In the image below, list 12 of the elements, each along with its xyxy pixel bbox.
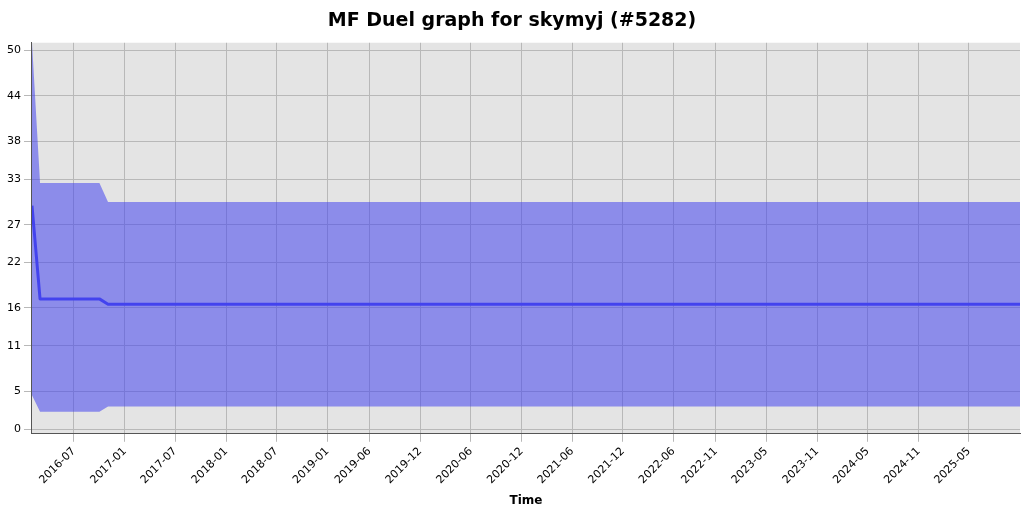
y-tick-label: 0 (14, 422, 21, 436)
y-tick-label: 38 (7, 134, 21, 148)
y-tick-label: 22 (7, 255, 21, 269)
y-tick-label: 16 (7, 300, 21, 314)
y-tick-label: 27 (7, 217, 21, 231)
y-tick-label: 50 (7, 43, 21, 57)
y-tick-label: 5 (14, 384, 21, 398)
chart-title: MF Duel graph for skymyj (#5282) (327, 8, 697, 31)
y-tick-label: 44 (7, 88, 21, 102)
x-axis-title: Time (509, 492, 543, 507)
y-tick-label: 33 (7, 172, 21, 186)
y-tick-label: 11 (7, 338, 21, 352)
